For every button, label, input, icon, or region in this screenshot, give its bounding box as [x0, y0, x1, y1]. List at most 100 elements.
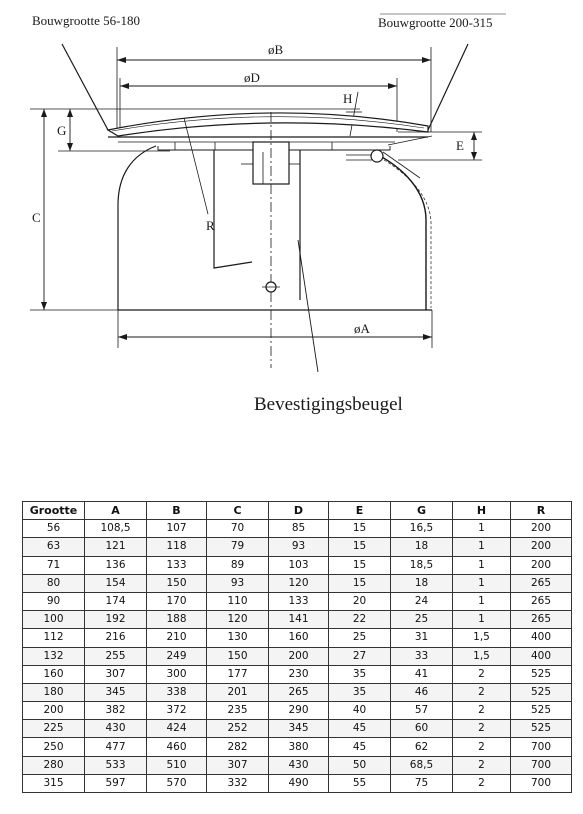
table-cell: 525 [510, 664, 572, 684]
table-cell: 40 [328, 701, 391, 721]
header-a: A [84, 500, 147, 521]
header-e: E [328, 500, 391, 521]
table-cell: 121 [84, 537, 147, 557]
table-cell: 45 [328, 737, 391, 757]
table-cell: 20 [328, 591, 391, 612]
table-cell: 250 [22, 737, 85, 757]
table-cell: 315 [22, 773, 85, 794]
table-cell: 477 [84, 737, 147, 757]
table-cell: 180 [22, 682, 85, 703]
table-cell: 177 [206, 664, 269, 684]
table-cell: 154 [84, 573, 147, 593]
table-cell: 2 [452, 737, 511, 757]
housing-body [117, 145, 157, 310]
table-row: 112 216 210 130 160 25 31 1,5 400 [22, 628, 572, 648]
table-cell: 249 [146, 646, 207, 666]
table-row: 71 136 133 89 103 15 18,5 1 200 [22, 555, 572, 575]
table-cell: 201 [206, 682, 269, 703]
table-cell: 62 [390, 737, 453, 757]
table-cell: 35 [328, 664, 391, 684]
table-cell: 2 [452, 755, 511, 775]
table-cell: 345 [268, 719, 329, 739]
fixing-bracket [213, 150, 253, 269]
right-outline-line [427, 43, 469, 131]
table-cell: 525 [510, 719, 572, 739]
table-row: 80 154 150 93 120 15 18 1 265 [22, 573, 572, 593]
dim-label-C: C [32, 210, 41, 225]
table-cell: 2 [452, 682, 511, 703]
table-cell: 80 [22, 573, 85, 593]
table-cell: 510 [146, 755, 207, 775]
table-cell: 700 [510, 737, 572, 757]
table-cell: 71 [22, 555, 85, 575]
table-cell: 282 [206, 737, 269, 757]
table-cell: 63 [22, 537, 85, 557]
table-cell: 597 [84, 773, 147, 794]
table-cell: 265 [510, 591, 572, 612]
table-cell: 93 [268, 537, 329, 557]
table-cell: 120 [206, 610, 269, 630]
table-cell: 85 [268, 519, 329, 539]
table-row: 200 382 372 235 290 40 57 2 525 [22, 701, 572, 721]
table-cell: 57 [390, 701, 453, 721]
table-row: 90 174 170 110 133 20 24 1 265 [22, 591, 572, 612]
table-cell: 24 [390, 591, 453, 612]
table-cell: 141 [268, 610, 329, 630]
table-cell: 1 [452, 555, 511, 575]
table-cell: 68,5 [390, 755, 453, 775]
table-row: 225 430 424 252 345 45 60 2 525 [22, 719, 572, 739]
table-cell: 132 [22, 646, 85, 666]
dim-label-D: øD [244, 70, 260, 85]
table-cell: 235 [206, 701, 269, 721]
table-cell: 41 [390, 664, 453, 684]
table-cell: 60 [390, 719, 453, 739]
table-cell: 380 [268, 737, 329, 757]
dim-label-B: øB [268, 42, 284, 57]
table-cell: 1,5 [452, 646, 511, 666]
left-outline-line [61, 43, 109, 131]
header-c: C [206, 500, 269, 521]
table-cell: 16,5 [390, 519, 453, 539]
table-cell: 35 [328, 682, 391, 703]
table-cell: 93 [206, 573, 269, 593]
table-header-row: Grootte A B C D E G H R [22, 500, 572, 521]
dim-label-R: R [206, 218, 215, 233]
table-cell: 255 [84, 646, 147, 666]
table-cell: 200 [510, 537, 572, 557]
table-cell: 2 [452, 773, 511, 794]
table-cell: 130 [206, 628, 269, 648]
table-cell: 1 [452, 537, 511, 557]
table-cell: 525 [510, 682, 572, 703]
table-row: 132 255 249 150 200 27 33 1,5 400 [22, 646, 572, 666]
table-cell: 15 [328, 537, 391, 557]
table-cell: 174 [84, 591, 147, 612]
table-cell: 50 [328, 755, 391, 775]
dim-label-H: H [343, 91, 352, 106]
hinge-icon [370, 149, 384, 163]
table-cell: 56 [22, 519, 85, 539]
table-row: 180 345 338 201 265 35 46 2 525 [22, 682, 572, 703]
table-cell: 252 [206, 719, 269, 739]
table-cell: 200 [268, 646, 329, 666]
table-cell: 430 [84, 719, 147, 739]
table-cell: 100 [22, 610, 85, 630]
dim-label-A: øA [354, 321, 371, 336]
table-cell: 700 [510, 755, 572, 775]
table-cell: 372 [146, 701, 207, 721]
table-cell: 490 [268, 773, 329, 794]
table-cell: 108,5 [84, 519, 147, 539]
technical-drawing: Bouwgrootte 56-180 Bouwgrootte 200-315 ø… [30, 13, 506, 415]
table-cell: 216 [84, 628, 147, 648]
table-cell: 46 [390, 682, 453, 703]
table-cell: 400 [510, 628, 572, 648]
table-cell: 160 [268, 628, 329, 648]
table-cell: 265 [510, 573, 572, 593]
table-cell: 332 [206, 773, 269, 794]
caption-size-56-180: Bouwgrootte 56-180 [32, 13, 140, 28]
table-row: 315 597 570 332 490 55 75 2 700 [22, 773, 572, 794]
table-cell: 107 [146, 519, 207, 539]
table-cell: 300 [146, 664, 207, 684]
caption-size-200-315: Bouwgrootte 200-315 [378, 15, 492, 30]
table-cell: 89 [206, 555, 269, 575]
table-cell: 79 [206, 537, 269, 557]
